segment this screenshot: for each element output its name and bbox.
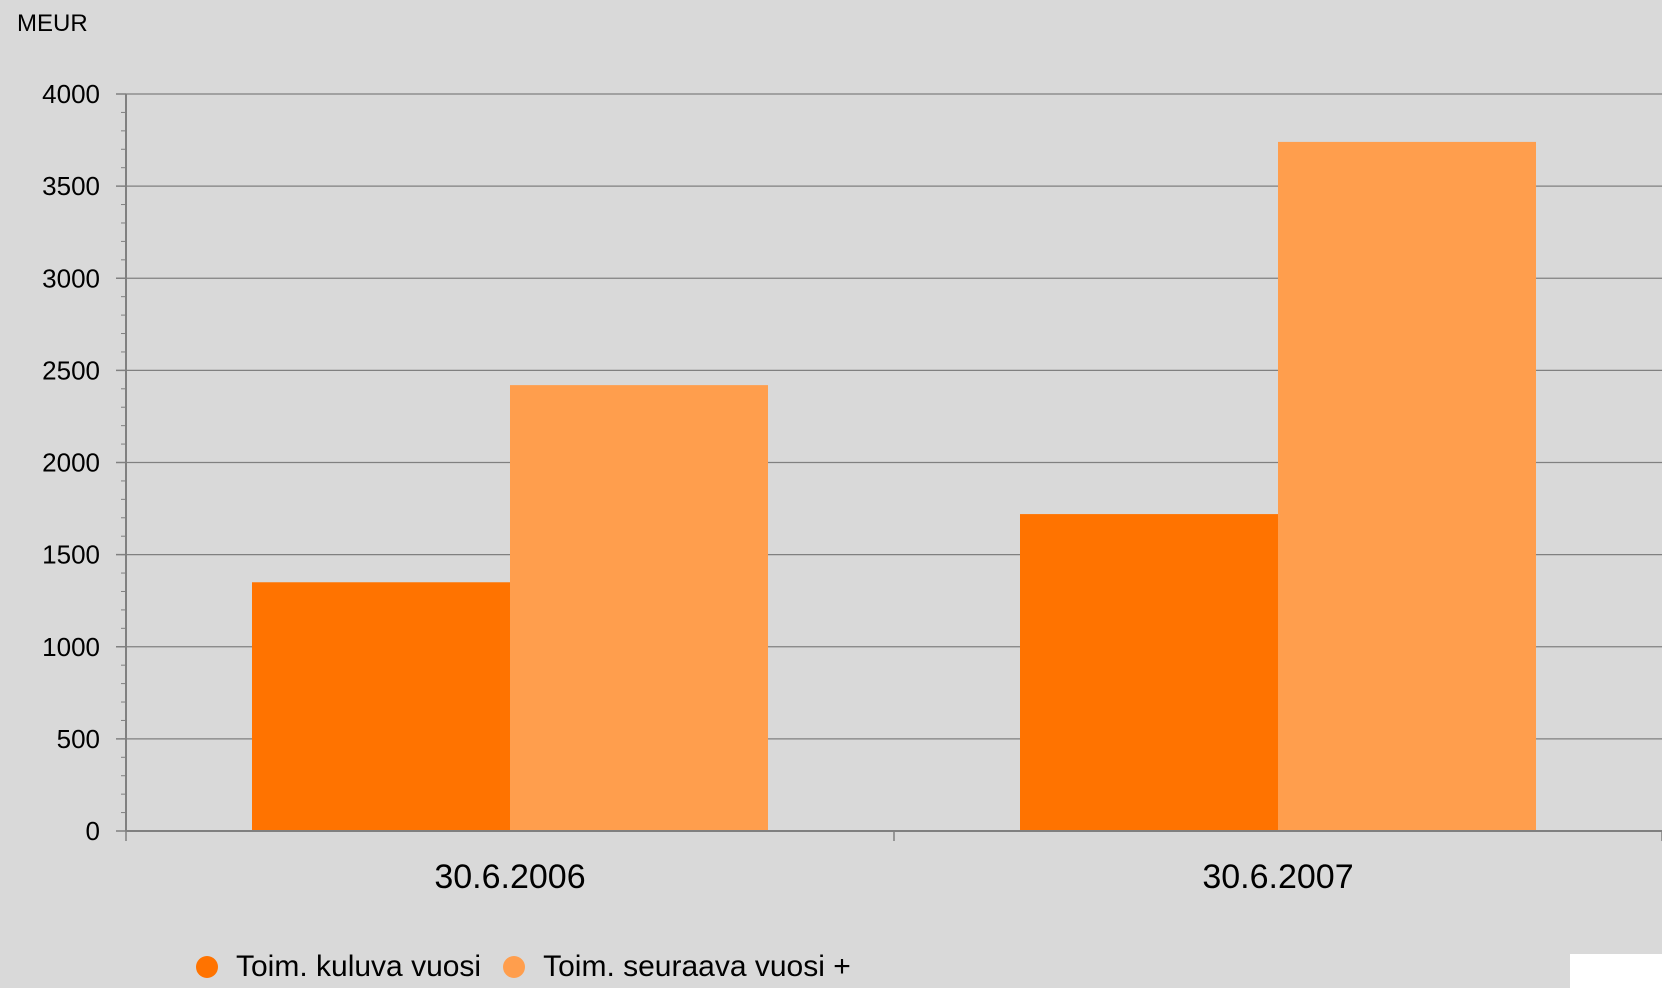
legend-label: Toim. seuraava vuosi + [543,950,851,983]
legend: Toim. kuluva vuosi Toim. seuraava vuosi … [196,950,873,984]
y-axis-unit-label: MEUR [17,10,88,37]
y-tick-label: 3000 [42,263,100,293]
y-tick-label: 1000 [42,632,100,662]
legend-item-series-1: Toim. kuluva vuosi [196,950,481,984]
y-tick-label: 500 [57,724,100,754]
bar-1-2 [1020,514,1278,831]
y-tick-label: 2000 [42,448,100,478]
bar-1-1 [252,582,510,831]
legend-item-series-2: Toim. seuraava vuosi + [503,950,851,984]
legend-label: Toim. kuluva vuosi [236,950,482,983]
y-tick-label: 1500 [42,540,100,570]
x-tick-label: 30.6.2007 [1202,858,1353,896]
bar-2-2 [1278,141,1536,831]
legend-swatch-icon [196,956,218,978]
y-tick-label: 0 [86,816,100,846]
y-tick-label: 3500 [42,171,100,201]
corner-blank-box [1570,954,1662,988]
x-tick-label: 30.6.2006 [434,858,585,896]
bar-2-1 [510,385,768,831]
y-tick-label: 4000 [42,79,100,109]
legend-swatch-icon [503,956,526,978]
y-tick-label: 2500 [42,355,100,385]
